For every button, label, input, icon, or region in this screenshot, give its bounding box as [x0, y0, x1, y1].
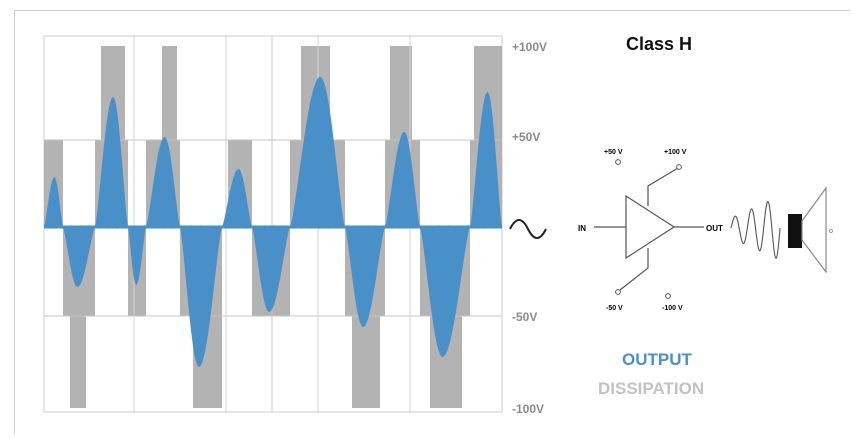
figure-frame	[14, 10, 850, 434]
label-minus-100v: -100V	[512, 402, 545, 416]
label-minus-50v: -50V	[512, 310, 538, 324]
output-wave-icon	[730, 200, 781, 260]
rail-label-neg100: -100 V	[662, 305, 683, 312]
rail-terminal-neg50	[615, 289, 621, 295]
legend-output: OUTPUT	[622, 350, 692, 369]
amplifier-triangle	[625, 194, 676, 260]
speaker-icon	[801, 186, 827, 274]
rail-line-negative	[619, 248, 649, 291]
rail-label-pos100: +100 V	[664, 149, 687, 156]
label-plus-50v: +50V	[512, 130, 541, 144]
rail-label-pos50: +50 V	[604, 149, 623, 156]
output-waveform	[44, 77, 502, 367]
rail-line-positive	[647, 167, 679, 206]
in-label: IN	[578, 224, 586, 233]
rail-label-neg50: -50 V	[606, 305, 623, 312]
legend-dissipation: DISSIPATION	[598, 379, 705, 398]
rail-terminal-pos50	[615, 159, 621, 165]
diagram-title: Class H	[626, 34, 693, 54]
speaker-magnet	[788, 214, 802, 248]
rail-terminal-pos100	[676, 164, 682, 170]
rail-terminal-neg100	[665, 293, 671, 299]
sine-wave-icon	[509, 219, 547, 239]
label-plus-100v: +100V	[512, 40, 548, 54]
speaker-dot	[829, 229, 833, 233]
out-label: OUT	[706, 224, 723, 233]
